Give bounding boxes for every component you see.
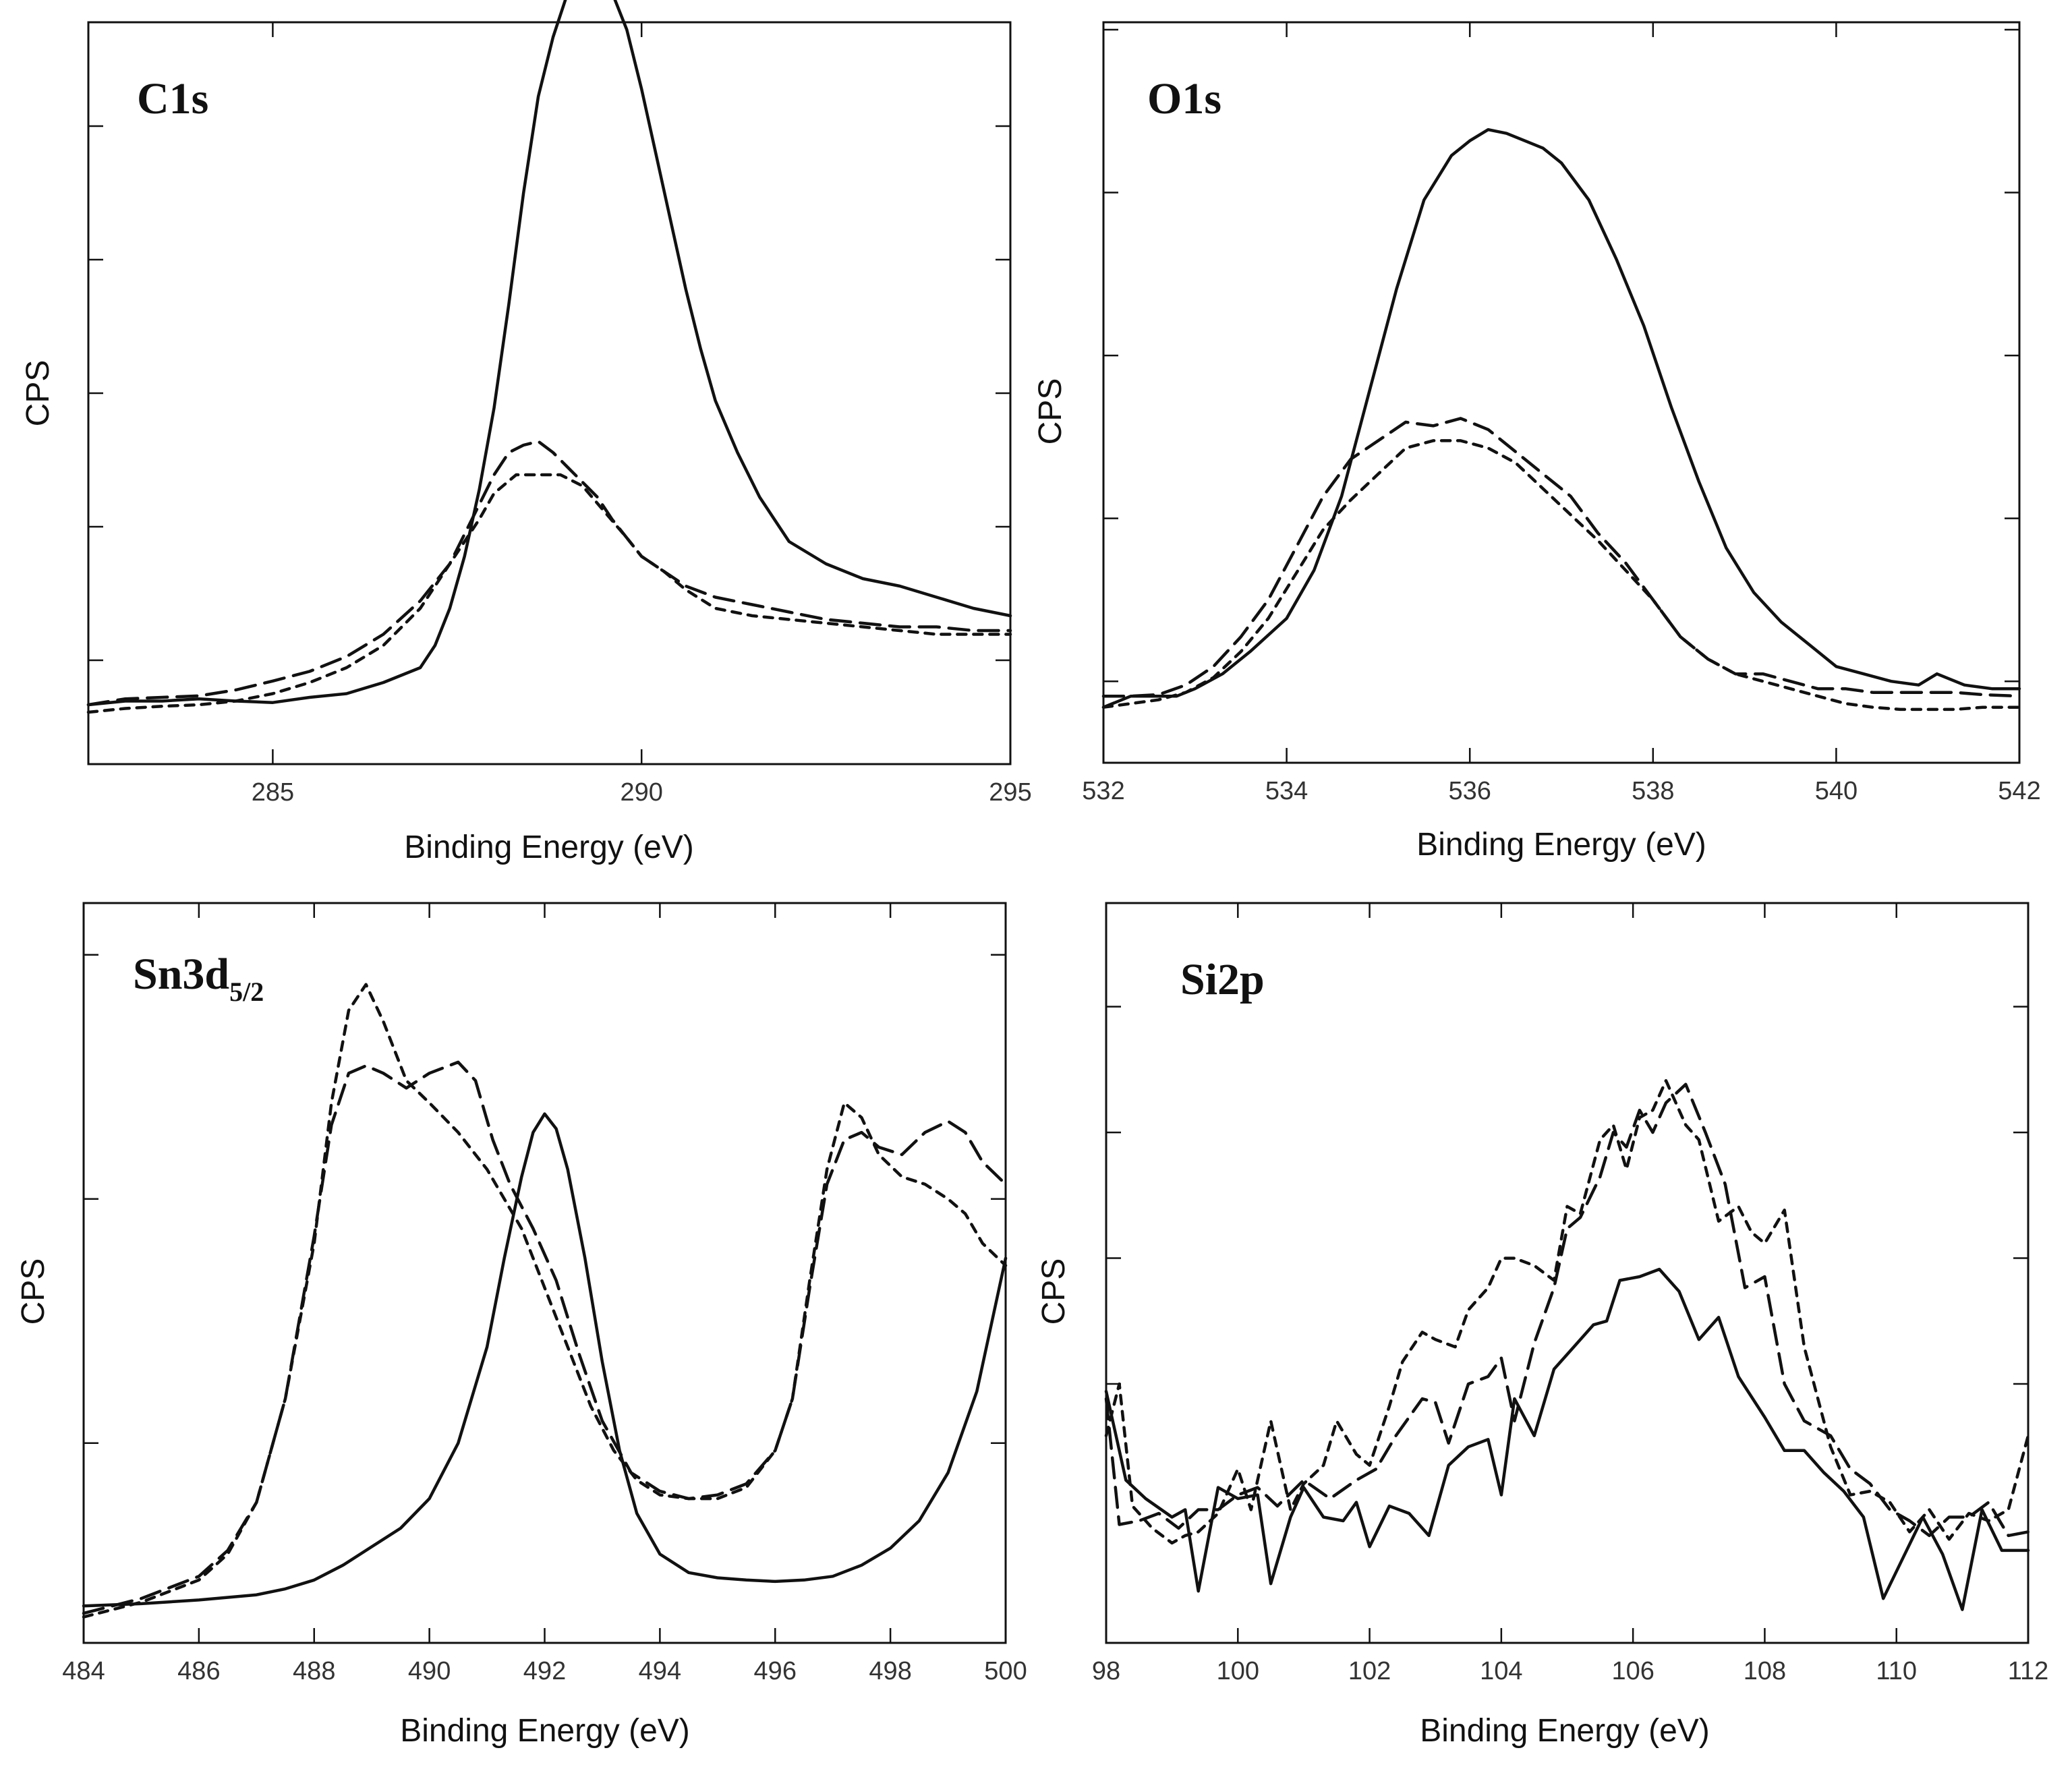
y-axis-title: CPS xyxy=(20,360,56,427)
series-line-solid xyxy=(1104,1267,2030,1611)
x-tick-label: 532 xyxy=(1082,777,1124,805)
x-tick-labels: 484 486 488 490 492 494 496 498 500 xyxy=(62,1657,1027,1685)
x-tick-label: 108 xyxy=(1744,1657,1786,1685)
tick-marks xyxy=(88,22,1012,764)
plot-frame xyxy=(82,902,1007,1644)
x-tick-label: 490 xyxy=(408,1657,451,1685)
chart-panel-o1s: 532 534 536 538 540 542 O1s Binding Energy (e… xyxy=(1033,21,2041,863)
plot-frame xyxy=(87,21,1012,765)
x-axis-title: Binding Energy (eV) xyxy=(400,1713,690,1749)
panel-title-c1s: C1s xyxy=(137,74,208,123)
x-tick-labels: 285 290 295 xyxy=(252,778,1032,807)
x-tick-label: 496 xyxy=(754,1657,797,1685)
panel-title-subscript: 5/2 xyxy=(229,977,264,1007)
x-tick-label: 500 xyxy=(984,1657,1027,1685)
x-tick-label: 112 xyxy=(2008,1657,2049,1685)
series-line-long-dash xyxy=(1104,1082,2030,1538)
panel-title-sn3d: Sn3d5/2 xyxy=(133,950,264,1007)
x-tick-label: 110 xyxy=(1876,1657,1917,1685)
panel-title-main: Sn3d xyxy=(133,950,229,999)
series-group xyxy=(1101,127,2021,712)
x-tick-label: 484 xyxy=(62,1657,105,1685)
x-axis-title: Binding Energy (eV) xyxy=(1420,1713,1710,1749)
x-axis-title: Binding Energy (eV) xyxy=(404,830,694,865)
x-tick-label: 295 xyxy=(989,778,1031,807)
x-tick-label: 285 xyxy=(252,778,294,807)
y-axis-title: CPS xyxy=(1033,378,1068,445)
x-tick-labels: 98 100 102 104 106 108 110 112 xyxy=(1092,1657,2048,1685)
series-line-solid xyxy=(82,1112,1008,1608)
series-line-short-dash xyxy=(1101,439,2021,712)
series-line-long-dash xyxy=(1101,417,2021,698)
x-tick-label: 538 xyxy=(1632,777,1674,805)
x-tick-label: 492 xyxy=(523,1657,566,1685)
x-tick-label: 498 xyxy=(869,1657,911,1685)
series-line-short-dash xyxy=(82,983,1008,1619)
series-group xyxy=(82,983,1008,1619)
tick-marks xyxy=(82,903,1007,1643)
x-tick-label: 102 xyxy=(1348,1657,1391,1685)
chart-panel-c1s: 285 290 295 C1s Binding Energy (eV) CPS xyxy=(20,0,1032,865)
tick-marks xyxy=(1105,903,2030,1643)
x-tick-label: 488 xyxy=(293,1657,335,1685)
series-line-long-dash xyxy=(82,1060,1008,1615)
series-group xyxy=(1104,1079,2030,1611)
chart-panel-sn3d: 484 486 488 490 492 494 496 498 500 Sn3d5/2 Bind… xyxy=(16,902,1027,1749)
tick-marks xyxy=(1102,22,2021,763)
x-tick-labels: 532 534 536 538 540 542 xyxy=(1082,777,2040,805)
x-axis-title: Binding Energy (eV) xyxy=(1416,827,1706,863)
x-tick-label: 536 xyxy=(1448,777,1491,805)
x-tick-label: 290 xyxy=(620,778,662,807)
series-line-solid xyxy=(1101,127,2021,709)
series-line-long-dash xyxy=(86,440,1012,707)
plot-frame xyxy=(1105,902,2030,1644)
x-tick-label: 100 xyxy=(1217,1657,1259,1685)
series-line-solid xyxy=(86,0,1012,707)
x-tick-label: 542 xyxy=(1998,777,2040,805)
y-axis-title: CPS xyxy=(1036,1258,1072,1325)
series-line-short-dash xyxy=(1104,1079,2030,1545)
series-group xyxy=(86,0,1012,714)
x-tick-label: 104 xyxy=(1480,1657,1522,1685)
plot-frame xyxy=(1102,21,2021,764)
x-tick-label: 540 xyxy=(1815,777,1858,805)
panel-title-o1s: O1s xyxy=(1147,74,1221,123)
series-line-short-dash xyxy=(86,473,1012,714)
x-tick-label: 534 xyxy=(1265,777,1308,805)
chart-panel-si2p: 98 100 102 104 106 108 110 112 Si2p Binding Ene… xyxy=(1036,902,2048,1749)
panel-title-si2p: Si2p xyxy=(1180,955,1265,1004)
x-tick-label: 106 xyxy=(1611,1657,1654,1685)
x-tick-label: 494 xyxy=(639,1657,681,1685)
x-tick-label: 98 xyxy=(1092,1657,1120,1685)
x-tick-label: 486 xyxy=(177,1657,220,1685)
y-axis-title: CPS xyxy=(16,1258,51,1325)
